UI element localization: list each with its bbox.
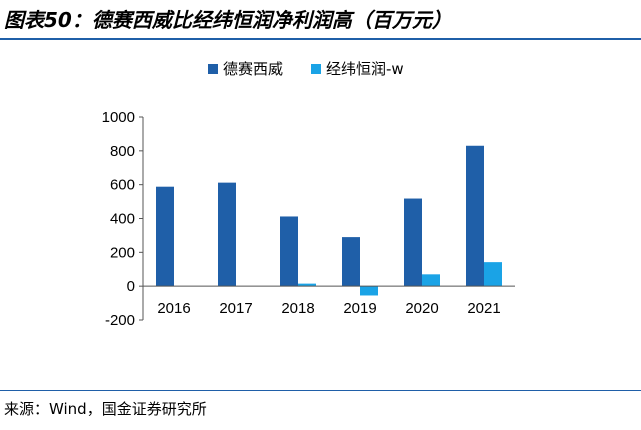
bar-2-2020 (422, 274, 440, 287)
bar-2-2019 (360, 286, 378, 296)
legend-swatch-2 (311, 64, 321, 74)
y-tick-label: 200 (110, 244, 135, 261)
bottom-rule (0, 390, 641, 391)
bar-1-2021 (466, 145, 484, 287)
bar-1-2020 (404, 198, 422, 287)
y-tick-label: 800 (110, 143, 135, 160)
x-tick-label: 2018 (281, 300, 314, 317)
x-tick-label: 2020 (405, 300, 438, 317)
y-tick-label: 400 (110, 211, 135, 228)
bar-1-2018 (280, 216, 298, 287)
y-tick-label: 1000 (102, 109, 135, 126)
bar-1-2016 (156, 186, 174, 287)
source-note: 来源：Wind，国金证券研究所 (4, 400, 207, 418)
legend-label-2: 经纬恒润-w (326, 60, 404, 78)
legend-label-1: 德赛西威 (223, 60, 283, 78)
net-profit-bar-chart: 德赛西威 经纬恒润-w 1000 800 600 400 200 0 -200 2016 2017 2… (102, 60, 515, 329)
x-tick-label: 2021 (467, 300, 500, 317)
legend-swatch-1 (208, 64, 218, 74)
y-tick-label: 0 (127, 278, 135, 295)
x-tick-label: 2016 (157, 300, 190, 317)
chart-title: 图表50：德赛西威比经纬恒润净利润高（百万元） (4, 8, 452, 32)
y-tick-label: -200 (105, 312, 135, 329)
bar-1-2017 (218, 182, 236, 287)
bar-2-2021 (484, 262, 502, 287)
bar-2-2018 (298, 283, 316, 287)
x-tick-label: 2017 (219, 300, 252, 317)
x-tick-label: 2019 (343, 300, 376, 317)
top-rule (0, 38, 641, 40)
y-tick-label: 600 (110, 177, 135, 194)
bar-1-2019 (342, 237, 360, 287)
